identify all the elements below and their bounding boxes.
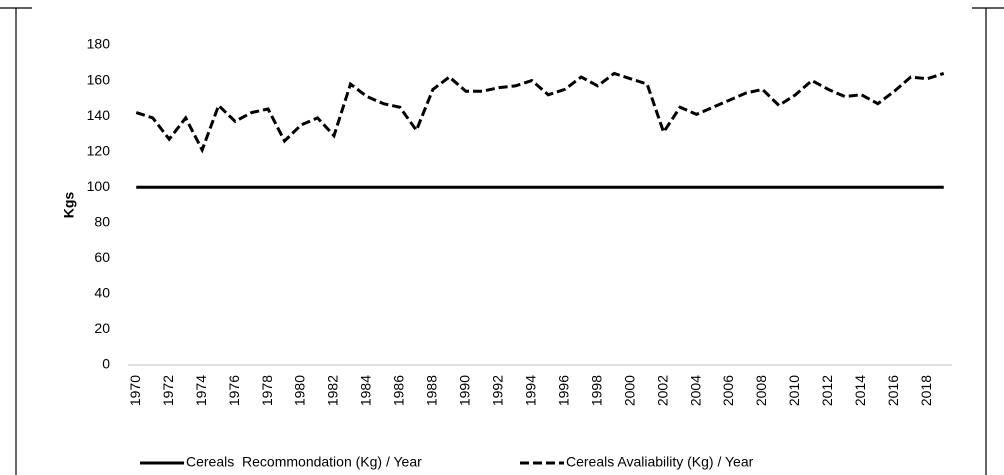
- x-tick-label: 1980: [292, 375, 308, 406]
- x-tick-label: 2018: [918, 375, 934, 406]
- y-tick-label: 160: [87, 71, 111, 87]
- x-tick-label: 1982: [325, 375, 341, 406]
- y-tick-label: 40: [94, 285, 110, 301]
- x-tick-label: 2006: [720, 375, 736, 406]
- x-tick-label: 1976: [226, 375, 242, 406]
- y-tick-label: 180: [87, 36, 111, 52]
- x-tick-label: 2012: [819, 375, 835, 406]
- x-tick-label: 1986: [391, 375, 407, 406]
- x-tick-label: 2008: [753, 375, 769, 406]
- x-tick-label: 1972: [160, 375, 176, 406]
- x-tick-label: 2004: [687, 375, 703, 406]
- series-line: [135, 71, 945, 154]
- x-tick-label: 2014: [852, 375, 868, 406]
- y-tick-label: 140: [87, 107, 111, 123]
- x-tick-label: 1978: [259, 375, 275, 406]
- y-tick-label: 100: [87, 178, 111, 194]
- x-tick-label: 1992: [490, 375, 506, 406]
- x-tick-label: 2000: [621, 375, 637, 406]
- x-tick-label: 1996: [555, 375, 571, 406]
- y-tick-label: 0: [102, 356, 110, 372]
- y-tick-label: 80: [94, 213, 110, 229]
- legend-label: Cereals Avaliability (Kg) / Year: [566, 454, 754, 470]
- y-tick-label: 120: [87, 142, 111, 158]
- y-tick-label: 20: [94, 320, 110, 336]
- x-tick-label: 2016: [885, 375, 901, 406]
- y-axis-label: Kgs: [61, 192, 77, 219]
- x-tick-label: 1998: [588, 375, 604, 406]
- x-tick-label: 1974: [193, 375, 209, 406]
- x-tick-label: 1984: [358, 375, 374, 406]
- x-tick-label: 1970: [127, 375, 143, 406]
- x-tick-label: 2010: [786, 375, 802, 406]
- x-tick-label: 1990: [457, 375, 473, 406]
- x-tick-label: 2002: [654, 375, 670, 406]
- legend-label: Cereals Recommondation (Kg) / Year: [186, 454, 422, 470]
- x-tick-label: 1988: [424, 375, 440, 406]
- y-tick-label: 60: [94, 249, 110, 265]
- x-tick-label: 1994: [522, 375, 538, 406]
